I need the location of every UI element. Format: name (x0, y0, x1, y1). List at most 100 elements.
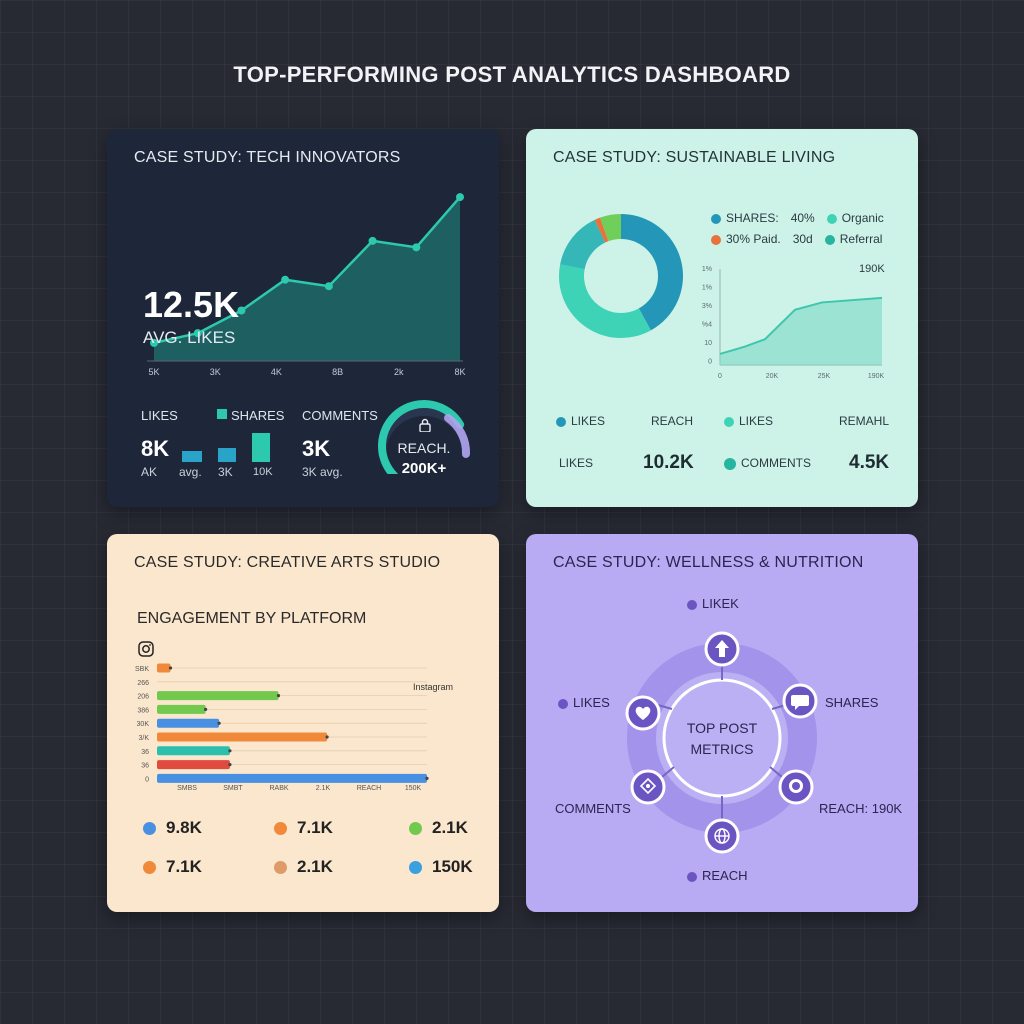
metric-dot (556, 416, 566, 427)
platform-bar (157, 718, 220, 728)
shares-bar-1 (182, 451, 202, 462)
legend-item: SHARES: (711, 211, 779, 225)
bar-end-marker (228, 749, 232, 753)
platform-bar (157, 746, 230, 756)
page-title: TOP-PERFORMING POST ANALYTICS DASHBOARD (233, 62, 791, 87)
donut-slice (559, 264, 651, 338)
bar-end-marker (276, 694, 281, 698)
label-right-bottom: REACH: 190K (819, 801, 903, 816)
stat-value: 7.1K (166, 857, 202, 876)
y-tick-label: 1% (702, 285, 712, 292)
node-top (704, 631, 740, 667)
legend-dot (824, 234, 835, 245)
center-label: TOP POST METRICS (672, 718, 772, 760)
y-tick-label: 3/K (138, 735, 149, 742)
stat-dot (409, 822, 422, 836)
bar-end-marker (425, 776, 429, 780)
stat-dot (274, 822, 287, 836)
x-tick-label: REACH (357, 785, 382, 792)
platform-bar (157, 732, 328, 742)
comments-sub: 3K avg. (302, 465, 343, 479)
shares-bar-3 (252, 433, 270, 462)
x-tick-label: 190K (868, 373, 885, 380)
headline-label: AVG. LIKES (143, 328, 236, 347)
legend-dot (711, 234, 721, 245)
stat-dot (143, 861, 156, 875)
x-tick-label: 4K (271, 367, 282, 377)
data-point (368, 236, 377, 245)
headline-value: 12.5K (143, 284, 240, 325)
data-point (412, 243, 421, 252)
stat-dot (143, 822, 156, 836)
comments-label: COMMENTS (302, 408, 378, 423)
data-point (193, 329, 202, 338)
instagram-icon (138, 641, 154, 657)
bar-end-marker (217, 721, 221, 725)
data-point (324, 282, 333, 291)
data-point (281, 275, 290, 284)
reach-value: 200K+ (401, 460, 447, 477)
bar-end-marker (204, 707, 208, 711)
comments-value: 4.5K (849, 452, 890, 473)
reach-gauge (378, 400, 471, 474)
traffic-donut-chart (559, 214, 683, 338)
likes-label: LIKES (559, 456, 594, 470)
label-dot (687, 871, 697, 882)
y-tick-label: 10 (704, 340, 712, 347)
label-right-top: SHARES (825, 695, 879, 710)
platform-stat: 9.8K (143, 818, 202, 838)
inner-ring-fill (656, 672, 788, 804)
stat-dot (409, 861, 422, 875)
shares-bar-2 (218, 448, 236, 462)
shares-bar-label-3: 10K (253, 466, 273, 478)
badge-icon (639, 777, 657, 795)
comments-metric: COMMENTS (724, 456, 811, 470)
stat-value: 150K (432, 857, 473, 876)
x-tick-label: 0 (718, 373, 722, 380)
globe-icon (714, 828, 730, 844)
x-tick-label: SMBS (177, 785, 197, 792)
bar-end-marker (168, 666, 173, 670)
y-tick-label: 30K (137, 721, 150, 728)
node-bottom (704, 818, 740, 854)
platform-bar (157, 691, 279, 701)
y-tick-label: 386 (137, 707, 149, 714)
likes-value: 10.2K (643, 452, 694, 473)
card-title: CASE STUDY: SUSTAINABLE LIVING (553, 149, 836, 166)
node-left-top (625, 695, 661, 731)
reach-gauge-fill (378, 400, 465, 474)
x-tick-label: SMBT (223, 785, 243, 792)
chat-bubble-icon (791, 695, 809, 710)
label-left: LIKES (558, 695, 610, 710)
metric-row-1-item-2: REACH (651, 414, 694, 428)
x-tick-label: RABK (269, 785, 288, 792)
donut-slice (594, 217, 609, 243)
metric-dot (724, 457, 736, 470)
shares-bar-label-2: 3K (218, 465, 233, 479)
reach-label: REACH. (397, 440, 451, 456)
stat-dot (274, 861, 287, 875)
legend-dot (711, 213, 721, 224)
platform-bar (157, 760, 230, 770)
legend-item: Referral (824, 232, 882, 246)
legend-item: 30% Paid. (711, 232, 781, 246)
lock-icon (419, 418, 431, 433)
label-dot (687, 599, 697, 610)
shares-bar-label-1: avg. (179, 465, 202, 479)
x-tick-label: 2.1K (316, 785, 331, 792)
metric-row-1-item-4: REMAHL (839, 414, 890, 428)
card-title: CASE STUDY: WELLNESS & NUTRITION (553, 554, 864, 571)
platform-stat: 150K (409, 857, 473, 877)
bar-end-marker (228, 763, 232, 767)
legend-item: Organic (826, 211, 884, 225)
likes-trend-chart: 5K 3K 4K 8B 2k 8K (147, 193, 466, 377)
platform-bar (157, 773, 427, 783)
shares-label: SHARES (231, 408, 285, 423)
data-point (150, 338, 158, 347)
legend-item: 30d (792, 232, 813, 246)
donut-slice (560, 219, 606, 270)
legend-dot (826, 213, 837, 224)
stat-value: 2.1K (297, 857, 333, 876)
metric-row-1-item-3: LIKES (724, 414, 773, 428)
card-creative-arts-studio: CASE STUDY: CREATIVE ARTS STUDIO ENGAGEM… (107, 534, 499, 912)
